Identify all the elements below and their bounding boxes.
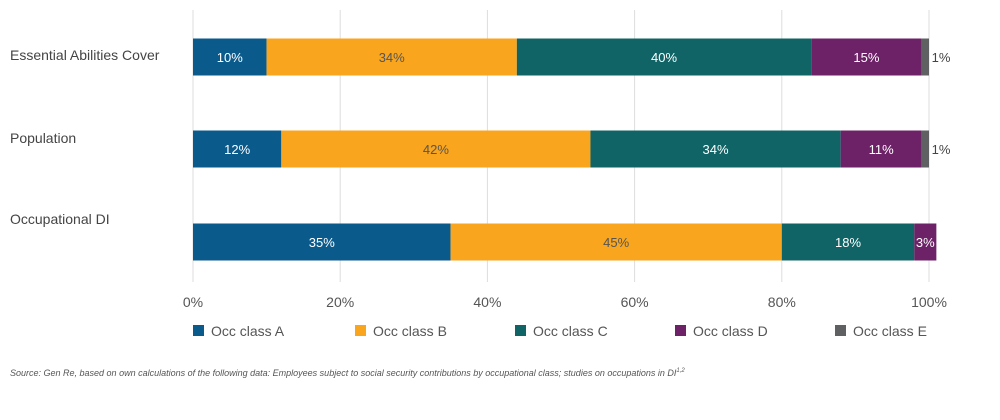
data-label-essential-abilities-cover-occ-class-e: 1%	[932, 50, 951, 65]
bar-population-occ-class-b	[281, 130, 591, 168]
x-axis-ticks: 0% 20% 40% 60% 80% 100%	[183, 294, 947, 310]
data-label-essential-abilities-cover-occ-class-d: 15%	[853, 50, 879, 65]
source-text: Source: Gen Re, based on own calculation…	[10, 368, 677, 378]
category-label-essential-abilities-cover: Essential Abilities Cover	[10, 47, 160, 63]
x-tick-label-4: 80%	[768, 294, 796, 310]
legend-swatch-occ-class-a	[193, 325, 204, 336]
bar-essential-abilities-cover-occ-class-b	[266, 38, 517, 76]
category-label-population: Population	[10, 130, 76, 146]
stacked-bar-chart: Essential Abilities Cover Population Occup…	[10, 10, 951, 339]
category-label-occupational-di: Occupational DI	[10, 211, 110, 227]
legend-label-occ-class-d: Occ class D	[693, 323, 768, 339]
category-labels: Essential Abilities Cover Population Occup…	[10, 47, 160, 227]
legend-label-occ-class-e: Occ class E	[853, 323, 927, 339]
bar-occupational-di-occ-class-c	[781, 223, 915, 261]
bar-occupational-di-occ-class-d	[914, 223, 937, 261]
bar-population-occ-class-a	[193, 130, 282, 168]
data-label-essential-abilities-cover-occ-class-c: 40%	[651, 50, 677, 65]
data-label-occupational-di-occ-class-a: 35%	[309, 235, 335, 250]
legend-label-occ-class-b: Occ class B	[373, 323, 447, 339]
bar-essential-abilities-cover-occ-class-a	[193, 38, 267, 76]
data-label-occupational-di-occ-class-b: 45%	[603, 235, 629, 250]
data-label-population-occ-class-c: 34%	[703, 142, 729, 157]
data-label-essential-abilities-cover-occ-class-b: 34%	[379, 50, 405, 65]
bar-population-occ-class-d	[840, 130, 922, 168]
data-label-population-occ-class-d: 11%	[869, 142, 894, 157]
source-superscript: 1,2	[676, 368, 685, 374]
x-tick-label-2: 40%	[473, 294, 501, 310]
data-label-population-occ-class-e: 1%	[932, 142, 951, 157]
data-label-population-occ-class-b: 42%	[423, 142, 449, 157]
legend-swatch-occ-class-e	[835, 325, 846, 336]
data-label-essential-abilities-cover-occ-class-a: 10%	[217, 50, 243, 65]
legend-label-occ-class-c: Occ class C	[533, 323, 608, 339]
legend-swatch-occ-class-d	[675, 325, 686, 336]
bar-population-occ-class-e	[921, 130, 929, 168]
bar-essential-abilities-cover-occ-class-e	[921, 38, 929, 76]
legend: Occ class A Occ class B Occ class C Occ cla…	[193, 323, 927, 339]
bar-population-occ-class-c	[590, 130, 841, 168]
x-tick-label-1: 20%	[326, 294, 354, 310]
legend-swatch-occ-class-c	[515, 325, 526, 336]
source-note: Source: Gen Re, based on own calculation…	[10, 368, 685, 378]
data-label-occupational-di-occ-class-c: 18%	[835, 235, 861, 250]
data-label-population-occ-class-a: 12%	[224, 142, 250, 157]
legend-label-occ-class-a: Occ class A	[211, 323, 285, 339]
bar-occupational-di-occ-class-b	[450, 223, 782, 261]
x-tick-label-5: 100%	[911, 294, 947, 310]
x-tick-label-0: 0%	[183, 294, 203, 310]
data-label-occupational-di-occ-class-d: 3%	[916, 235, 935, 250]
bar-occupational-di-occ-class-a	[193, 223, 451, 261]
x-tick-label-3: 60%	[621, 294, 649, 310]
bars: 10% 34% 40% 15% 1% 12% 42% 34% 11% 1% 35% 45% 18% 3%	[193, 38, 951, 261]
legend-swatch-occ-class-b	[355, 325, 366, 336]
bar-essential-abilities-cover-occ-class-d	[811, 38, 922, 76]
bar-essential-abilities-cover-occ-class-c	[516, 38, 812, 76]
